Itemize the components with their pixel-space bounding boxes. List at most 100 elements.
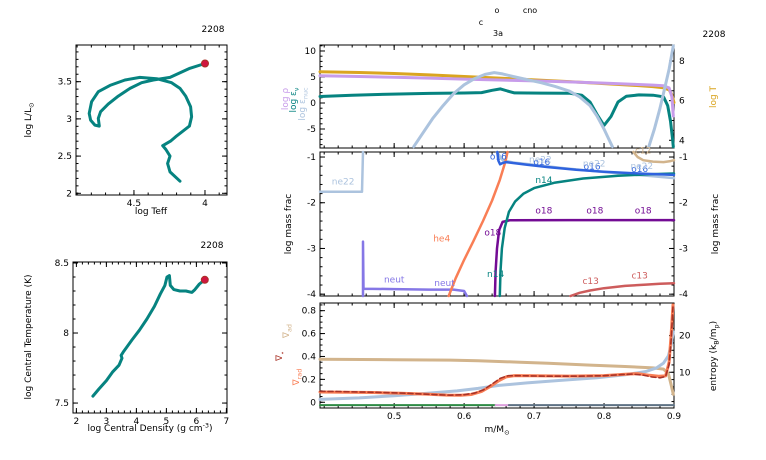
label-o18-1: o18 xyxy=(484,229,501,239)
series-log-rho xyxy=(318,74,675,118)
series-o16 xyxy=(496,150,676,177)
label-c13-1: c13 xyxy=(582,277,598,287)
label-he4: he4 xyxy=(433,235,450,245)
y2-tick-label: -2 xyxy=(679,199,688,209)
profile-model-number: 2208 xyxy=(703,30,726,40)
y-tick-label: 0 xyxy=(310,99,316,109)
y2-tick-label: 6 xyxy=(679,97,685,107)
y-tick-label: 2 xyxy=(66,189,72,199)
label-n14-2: n14 xyxy=(487,270,504,280)
y2-tick-label: 10 xyxy=(679,368,691,378)
burn-label-c: c xyxy=(479,18,483,27)
series-o18 xyxy=(493,218,676,298)
profile-abundances: -4 -3 -2 -1 -4 -3 -2 -1 ne22 neut neut he4 o16 o16 o16… xyxy=(284,146,721,300)
profile-gradients: 0.5 0.6 0.7 0.8 0.9 0 0.2 0.4 0.6 0.8 10 20 ∇ad ∇⋆ ∇ra… xyxy=(275,302,721,437)
trho-model-number: 2208 xyxy=(201,241,224,251)
y-tick-label: -2 xyxy=(307,199,316,209)
x-tick-label: 4 xyxy=(134,417,140,427)
y-tick-label: 2.5 xyxy=(58,152,72,162)
ylabel-entropy: entropy (kB/mp) xyxy=(709,321,721,391)
series-tc-rhoc-track xyxy=(91,274,207,398)
hr-xlabel: log Teff xyxy=(135,207,168,217)
x-tick-label: 0.6 xyxy=(457,412,472,422)
ylabel-mass-frac-right: log mass frac xyxy=(711,194,721,254)
y-tick-label: 8.5 xyxy=(55,259,69,269)
central-t-rho-frame xyxy=(72,261,228,414)
y-tick-label: 3.5 xyxy=(58,78,72,88)
hr-diagram: 4.5 4 2 2.5 3 3.5 log Teff log L/L⊙ 2208 xyxy=(24,25,228,217)
y-tick-label: -3 xyxy=(307,244,316,254)
label-o16-2: o16 xyxy=(533,158,550,168)
label-neut-1: neut xyxy=(384,276,405,286)
label-o16-3: o16 xyxy=(584,162,601,172)
series-log-eps-nuc xyxy=(412,71,614,149)
y2-tick-label: -1 xyxy=(679,153,688,163)
x-tick-label: 2 xyxy=(74,417,80,427)
x-tick-label: 0.9 xyxy=(667,412,682,422)
label-c13-2: c13 xyxy=(631,272,647,282)
series-log-eps-nuc-surface xyxy=(647,44,675,149)
label-o18-2: o18 xyxy=(535,207,552,217)
x-tick-label: 7 xyxy=(224,417,230,427)
ylabel-log-rho: log ρ xyxy=(281,88,291,111)
x-tick-label: 6 xyxy=(194,417,200,427)
y-tick-label: 10 xyxy=(305,47,317,57)
label-ne22-env-1: ne22 xyxy=(529,156,552,166)
y-tick-label: 0.6 xyxy=(302,330,317,340)
profile-xlabel: m/M⊙ xyxy=(485,425,510,437)
x-tick-label: 4.5 xyxy=(127,199,141,209)
ylabel-log-eps-nu: log εν xyxy=(289,87,301,112)
y-tick-label: 0 xyxy=(310,398,316,408)
series-he4 xyxy=(447,150,509,298)
y-tick-label: 3 xyxy=(66,115,72,125)
label-ne22-env-2: ne22 xyxy=(583,160,606,170)
series-neut xyxy=(361,240,469,298)
y2-tick-label: 4 xyxy=(679,136,685,146)
series-grad-ad xyxy=(318,357,675,396)
burn-label-o: o xyxy=(495,6,500,15)
y-tick-label: 7.5 xyxy=(55,399,69,409)
label-o16-1: o16 xyxy=(490,152,507,162)
y-tick-label: 5 xyxy=(310,73,316,83)
y2-tick-label: 20 xyxy=(679,332,691,342)
ylabel-grad-ad: ∇ad xyxy=(282,324,294,339)
label-o16-4: o16 xyxy=(631,165,648,175)
profile-gradients-frame xyxy=(319,302,675,409)
tc-rhoc-current-point xyxy=(200,275,209,284)
y-tick-label: -1 xyxy=(307,153,316,163)
central-t-rho: 2 3 4 5 6 7 7.5 8 8.5 log Central Density (g cm-3… xyxy=(24,241,229,434)
series-ne22-core xyxy=(318,150,365,194)
y2-tick-label: -3 xyxy=(679,244,688,254)
series-log-eps-nu xyxy=(318,87,675,149)
hr-diagram-frame xyxy=(75,44,228,196)
label-o18-3: o18 xyxy=(586,206,603,216)
label-ne22-env-3: ne22 xyxy=(630,162,653,172)
y2-tick-label: -4 xyxy=(679,290,688,300)
ylabel-log-eps-nuc: log εnuc xyxy=(298,87,310,121)
hr-model-number: 2208 xyxy=(202,25,225,35)
label-ne22-core: ne22 xyxy=(332,178,355,188)
y-tick-label: 0.2 xyxy=(302,375,316,385)
label-c12: c12 xyxy=(635,146,651,156)
y-tick-label: -5 xyxy=(307,125,316,135)
y-tick-label: 0.4 xyxy=(302,352,317,362)
hr-current-point xyxy=(201,59,209,68)
x-tick-label: 3 xyxy=(104,417,110,427)
y2-tick-label: 8 xyxy=(679,57,685,67)
trho-ylabel: log Central Temperature (K) xyxy=(24,274,34,399)
x-tick-label: 5 xyxy=(164,417,170,427)
ylabel-grad-rad: ∇rad xyxy=(292,369,304,387)
y-tick-label: -4 xyxy=(307,290,316,300)
series-n14 xyxy=(498,172,676,298)
burn-label-3a: 3a xyxy=(493,29,503,38)
ylabel-mass-frac-left: log mass frac xyxy=(284,194,294,254)
y-tick-label: 8 xyxy=(63,329,69,339)
label-n14-1: n14 xyxy=(535,176,552,186)
x-tick-label: 4 xyxy=(202,199,208,209)
x-tick-label: 0.8 xyxy=(597,412,612,422)
x-tick-label: 0.5 xyxy=(387,412,401,422)
x-tick-label: 0.7 xyxy=(527,412,541,422)
